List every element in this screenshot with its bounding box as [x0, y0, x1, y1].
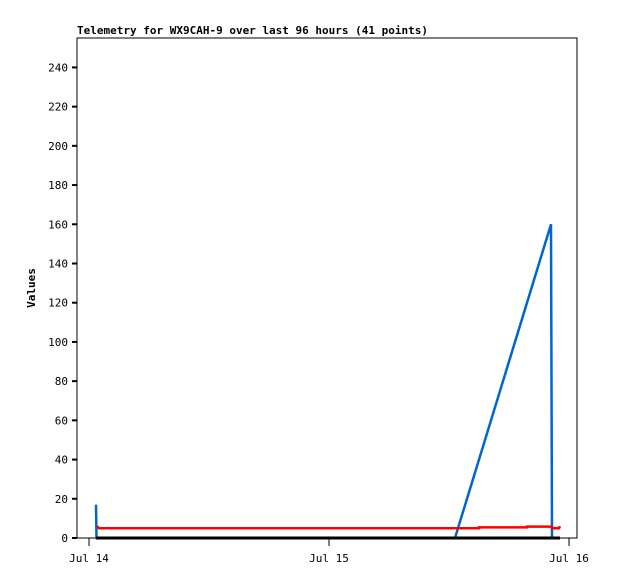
plot-frame [76, 37, 578, 539]
x-tick-label: Jul 14 [69, 552, 109, 565]
series-group [94, 223, 562, 540]
y-tick-label: 160 [48, 218, 68, 231]
y-axis-label: Values [25, 268, 38, 308]
y-tick-label: 140 [48, 257, 68, 270]
series-line-2 [96, 525, 562, 530]
y-tick-label: 100 [48, 336, 68, 349]
y-axis: 0 20 40 60 80 100 120 140 160 180 200 220 240 [48, 61, 77, 545]
y-tick-label: 40 [55, 454, 68, 467]
x-tick-label: Jul 16 [549, 552, 589, 565]
y-tick-label: 120 [48, 297, 68, 310]
y-tick-label: 220 [48, 101, 68, 114]
y-tick-label: 60 [55, 414, 68, 427]
series-line-1 [94, 223, 554, 540]
y-tick-label: 20 [55, 493, 68, 506]
chart-title: Telemetry for WX9CAH-9 over last 96 hour… [77, 24, 428, 37]
y-tick-label: 200 [48, 140, 68, 153]
y-tick-label: 80 [55, 375, 68, 388]
x-tick-label: Jul 15 [309, 552, 349, 565]
y-tick-label: 180 [48, 179, 68, 192]
y-tick-label: 0 [61, 532, 68, 545]
x-axis: Jul 14 Jul 15 Jul 16 [69, 538, 589, 565]
y-tick-label: 240 [48, 61, 68, 74]
